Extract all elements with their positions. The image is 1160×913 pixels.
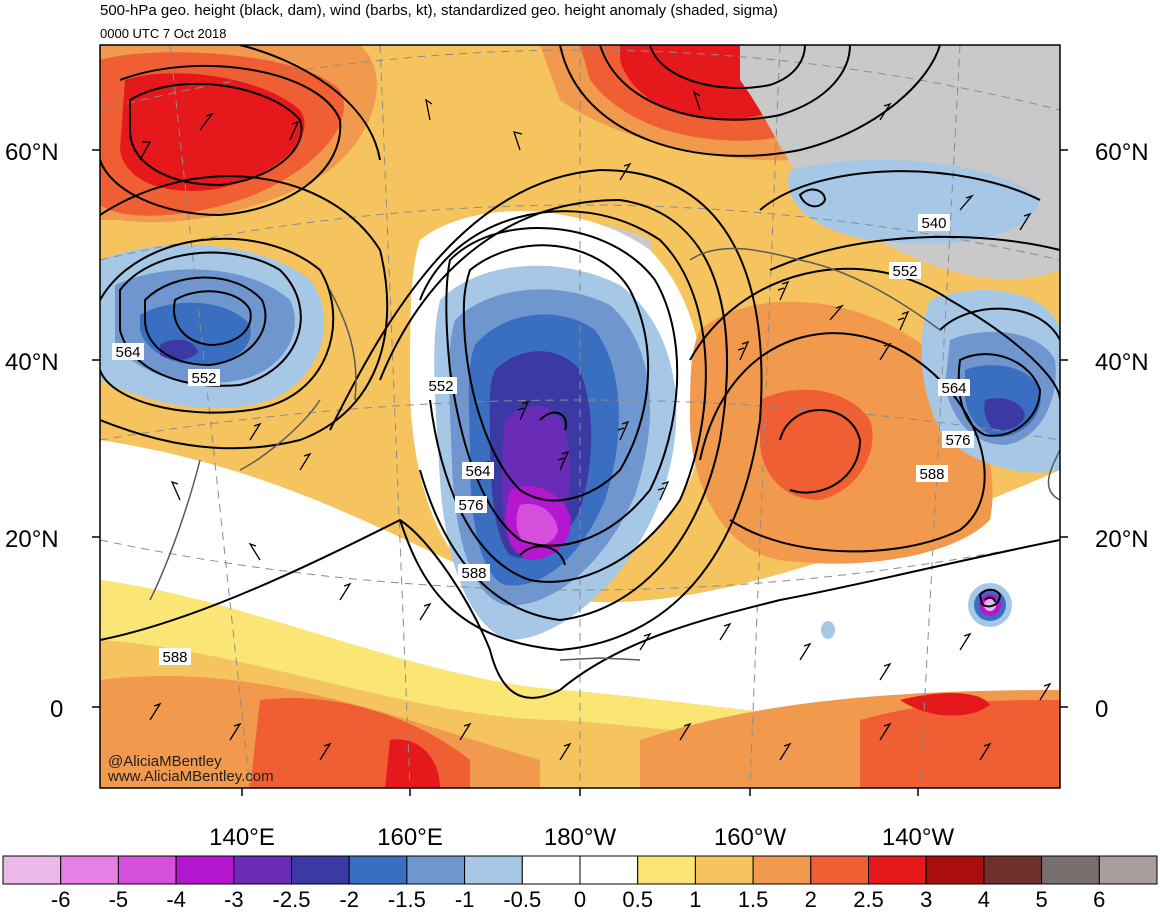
colorbar-swatch bbox=[694, 855, 754, 885]
lon-label: 140°E bbox=[209, 824, 275, 851]
colorbar-label: 3 bbox=[920, 887, 933, 912]
colorbar-swatch bbox=[291, 855, 350, 885]
contour-label: 576 bbox=[945, 432, 970, 449]
colorbar-label: -2.5 bbox=[272, 887, 311, 912]
colorbar-swatch bbox=[117, 855, 177, 885]
contour-label: 588 bbox=[919, 466, 944, 483]
colorbar-swatch bbox=[175, 855, 235, 885]
colorbar-label: 0 bbox=[573, 887, 587, 912]
watermark-handle: @AliciaMBentley bbox=[108, 753, 222, 770]
colorbar-swatch bbox=[521, 855, 581, 885]
colorbar-swatch bbox=[637, 855, 696, 885]
colorbar-label: 1.5 bbox=[737, 887, 769, 912]
colorbar-label: -1.5 bbox=[387, 887, 426, 912]
contour-label: 564 bbox=[115, 344, 140, 361]
colorbar-label: -3 bbox=[224, 887, 244, 912]
contour-label: 552 bbox=[428, 378, 453, 395]
lon-label: 140°W bbox=[882, 824, 955, 851]
latitude-labels: 60°N 40°N 20°N 0 60°N 40°N 20°N 0 bbox=[5, 139, 1149, 723]
colorbar-swatch bbox=[233, 855, 293, 885]
contour-labels: 564 552 552 564 576 588 588 540 552 564 … bbox=[112, 214, 974, 666]
watermark-url: www.AliciaMBentley.com bbox=[107, 768, 274, 785]
colorbar-label: -4 bbox=[166, 887, 186, 912]
lat-label-left: 20°N bbox=[5, 526, 59, 553]
lon-label: 160°E bbox=[377, 824, 443, 851]
colorbar-label: 1 bbox=[689, 887, 702, 912]
lat-label-right: 20°N bbox=[1095, 526, 1149, 553]
lat-label-right: 60°N bbox=[1095, 139, 1149, 166]
contour-label: 552 bbox=[892, 263, 917, 280]
colorbar-swatch bbox=[348, 855, 408, 885]
colorbar-swatch bbox=[1098, 855, 1158, 885]
contour-label: 576 bbox=[458, 497, 483, 514]
colorbar-swatch bbox=[1041, 855, 1100, 885]
lat-label-left: 0 bbox=[50, 696, 63, 723]
longitude-labels: 140°E 160°E 180°W 160°W 140°W bbox=[209, 824, 954, 851]
colorbar-label: 2.5 bbox=[853, 887, 884, 912]
wind-barbs bbox=[139, 90, 1052, 761]
colorbar-label: -5 bbox=[108, 887, 129, 912]
contour-label: 588 bbox=[162, 649, 187, 666]
colorbar-label: -1 bbox=[454, 887, 475, 912]
colorbar-swatch bbox=[925, 855, 985, 885]
contour-label: 564 bbox=[941, 380, 966, 397]
height-contours bbox=[100, 45, 1060, 699]
lat-label-right: 0 bbox=[1095, 696, 1108, 723]
lat-ticks bbox=[92, 149, 1068, 796]
colorbar bbox=[2, 855, 1158, 885]
lat-label-left: 60°N bbox=[5, 139, 59, 166]
colorbar-swatch bbox=[464, 855, 523, 885]
colorbar-label: 4 bbox=[977, 887, 991, 912]
colorbar-swatch bbox=[579, 855, 639, 885]
lat-label-right: 40°N bbox=[1095, 349, 1149, 376]
colorbar-swatch bbox=[868, 855, 927, 885]
colorbar-label: -2 bbox=[339, 887, 359, 912]
colorbar-label: 2 bbox=[804, 887, 817, 912]
colorbar-swatch bbox=[810, 855, 869, 885]
colorbar-label: 0.5 bbox=[622, 887, 653, 912]
map-valid-time: 0000 UTC 7 Oct 2018 bbox=[100, 26, 227, 41]
colorbar-label: 6 bbox=[1093, 887, 1106, 912]
colorbar-label: -6 bbox=[50, 887, 71, 912]
colorbar-label: 5 bbox=[1035, 887, 1048, 912]
anomaly-shading bbox=[100, 45, 1060, 788]
contour-label: 552 bbox=[191, 370, 216, 387]
lat-label-left: 40°N bbox=[5, 349, 59, 376]
colorbar-swatch bbox=[983, 855, 1043, 885]
colorbar-swatch bbox=[60, 855, 119, 885]
lon-label: 180°W bbox=[544, 824, 617, 851]
contour-label: 588 bbox=[461, 565, 486, 582]
contour-label: 564 bbox=[465, 463, 490, 480]
map-title: 500-hPa geo. height (black, dam), wind (… bbox=[100, 2, 778, 19]
colorbar-swatch bbox=[752, 855, 812, 885]
watermark: @AliciaMBentley www.AliciaMBentley.com bbox=[107, 753, 274, 785]
colorbar-swatch bbox=[2, 855, 62, 885]
colorbar-swatch bbox=[406, 855, 466, 885]
lon-label: 160°W bbox=[714, 824, 787, 851]
colorbar-label: -0.5 bbox=[503, 887, 542, 912]
contour-label: 540 bbox=[921, 215, 946, 232]
